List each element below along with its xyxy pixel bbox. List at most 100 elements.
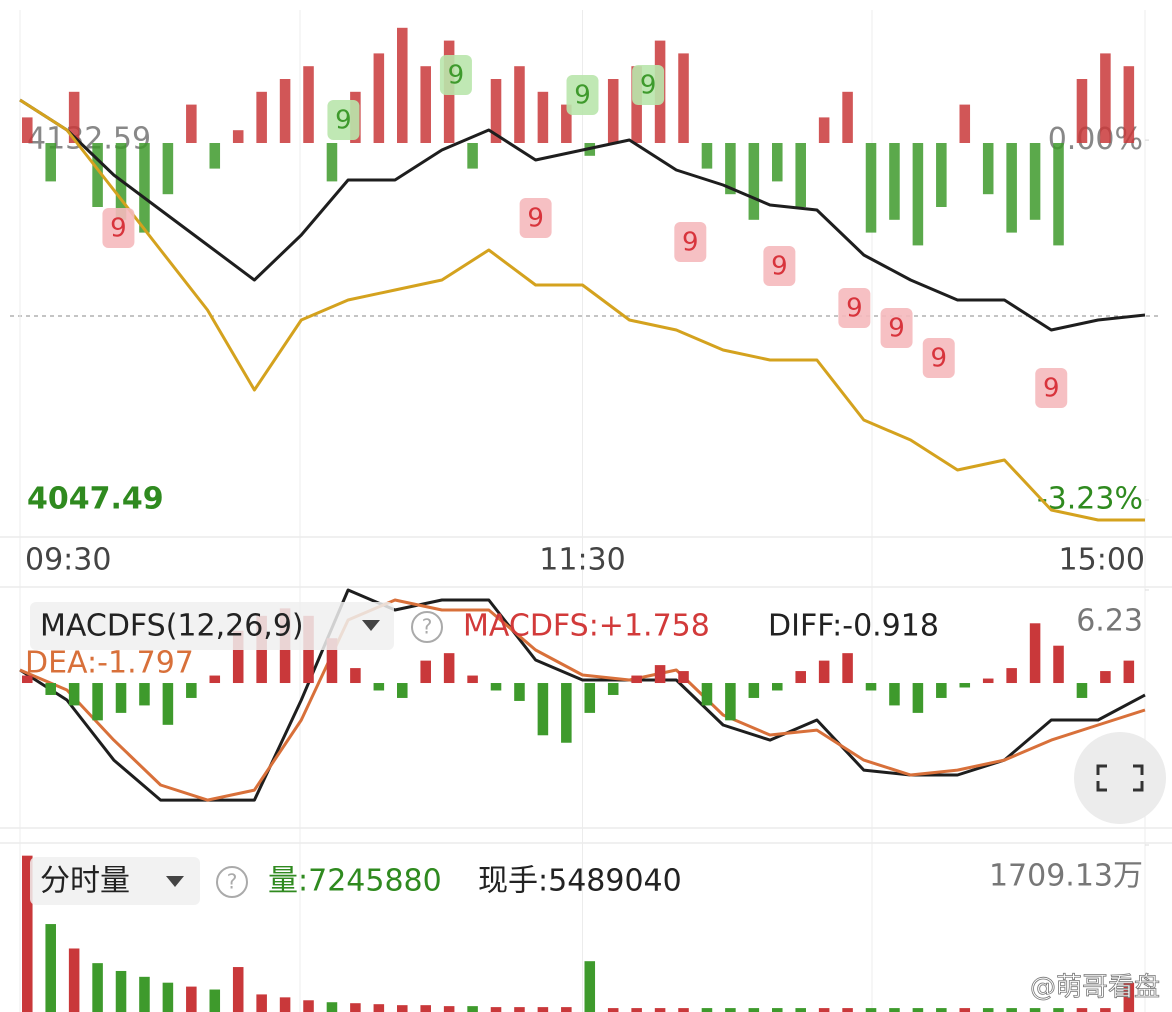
signal-label: 9 <box>930 343 947 373</box>
signal-label: 9 <box>335 105 352 135</box>
bar <box>45 924 56 1012</box>
bar <box>115 970 127 1012</box>
expand-button[interactable] <box>1074 732 1166 824</box>
bar <box>1006 1008 1017 1012</box>
bar <box>748 683 760 698</box>
bar <box>22 675 33 684</box>
bar <box>209 989 221 1012</box>
bar <box>68 91 80 143</box>
bar <box>561 683 572 743</box>
bar <box>209 675 221 684</box>
bar <box>607 683 619 695</box>
help-icon-glyph: ? <box>227 870 238 894</box>
signal-marker <box>838 288 871 329</box>
signal-label: 9 <box>888 313 905 343</box>
bar <box>654 665 666 684</box>
bar <box>1029 143 1041 220</box>
bar <box>115 683 127 713</box>
bar <box>607 79 619 143</box>
bar <box>1076 79 1088 143</box>
signal-marker <box>632 65 665 106</box>
bar <box>748 143 760 220</box>
indicator-title: MACDFS(12,26,9) <box>40 609 304 644</box>
bar <box>936 1008 947 1012</box>
bar <box>631 675 642 684</box>
signal-marker <box>327 99 360 140</box>
bar <box>865 683 877 691</box>
bar <box>303 1000 314 1012</box>
bar <box>936 143 947 207</box>
expand-icon <box>1096 764 1144 792</box>
signal-marker <box>102 207 135 248</box>
bar <box>232 967 244 1012</box>
macd-label: MACDFS:+1.758 <box>463 609 710 644</box>
bar <box>725 1008 736 1012</box>
dropdown-arrow <box>166 876 184 887</box>
signal-label: 9 <box>1043 374 1060 404</box>
bar <box>678 1008 689 1012</box>
bar <box>350 1003 361 1012</box>
x-tick-label: 11:30 <box>539 543 625 578</box>
bar <box>467 143 478 169</box>
x-tick-label: 09:30 <box>25 543 111 578</box>
bar <box>45 143 56 182</box>
bar <box>420 660 431 684</box>
bar <box>1100 53 1111 143</box>
bar <box>420 1005 431 1012</box>
bar <box>1053 645 1064 684</box>
bar <box>842 91 853 143</box>
bar <box>1053 1008 1064 1012</box>
bar <box>186 104 197 143</box>
bar <box>584 961 596 1012</box>
signal-marker <box>880 307 913 348</box>
bar <box>607 1008 619 1012</box>
bar <box>1076 1008 1088 1012</box>
bar <box>279 997 291 1012</box>
bar <box>561 104 572 143</box>
indicator-selector[interactable] <box>30 602 394 650</box>
watermark: @萌哥看盘 <box>1030 973 1160 1003</box>
signal-label: 9 <box>448 60 465 90</box>
bar <box>45 683 56 695</box>
bar <box>490 79 502 143</box>
bar <box>443 653 455 684</box>
bar <box>982 1008 994 1012</box>
bar <box>1076 683 1088 698</box>
bar <box>537 91 549 143</box>
bar <box>186 986 197 1012</box>
bar <box>256 994 267 1012</box>
bar <box>818 1008 830 1012</box>
bar <box>92 143 103 207</box>
bar <box>818 660 830 684</box>
help-icon[interactable] <box>411 611 443 643</box>
signal-marker <box>566 74 599 115</box>
bar <box>795 671 806 684</box>
indicator-selector[interactable] <box>30 857 200 905</box>
line <box>19 98 1145 522</box>
bar <box>795 1008 806 1012</box>
bar <box>561 1007 572 1012</box>
bar <box>772 1008 783 1012</box>
plot-layer: 09:30 11:30 15:004132.594047.490.00%-3.23%… <box>19 10 1149 1012</box>
help-icon[interactable] <box>216 866 248 898</box>
bar <box>725 143 736 195</box>
bar <box>467 1006 478 1012</box>
bar <box>467 675 478 684</box>
signal-label: 9 <box>110 213 127 243</box>
bar <box>912 1008 924 1012</box>
bar <box>139 976 150 1012</box>
bar <box>397 27 408 143</box>
bar <box>514 66 525 143</box>
bar <box>584 683 596 713</box>
signal-marker <box>1035 368 1068 409</box>
bar <box>514 683 525 701</box>
bar <box>162 683 174 725</box>
bar <box>537 1007 549 1012</box>
signal-label: 9 <box>846 294 863 324</box>
bar <box>1100 1008 1111 1012</box>
bar <box>842 653 853 684</box>
bar <box>350 668 361 684</box>
volume-title: 分时量 <box>40 864 130 899</box>
